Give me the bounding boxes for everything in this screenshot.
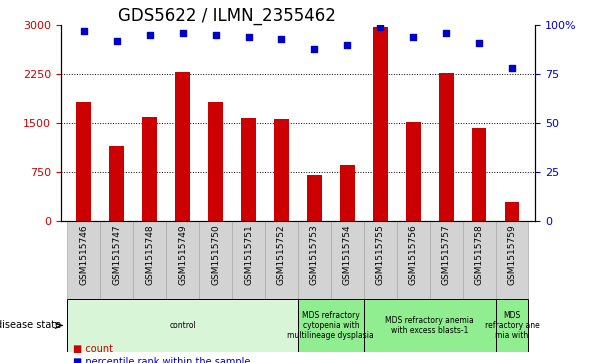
Point [309, 46, 319, 52]
Bar [496, 221, 528, 299]
Point [79, 28, 89, 34]
Text: GSM1515758: GSM1515758 [475, 225, 483, 285]
Point [178, 30, 187, 36]
Bar [199, 221, 232, 299]
Bar [364, 299, 496, 352]
Bar [100, 221, 133, 299]
Bar [67, 299, 298, 352]
Bar [496, 299, 528, 352]
Bar [406, 122, 421, 221]
Bar [307, 175, 322, 221]
Text: GSM1515759: GSM1515759 [508, 225, 516, 285]
Bar [67, 221, 100, 299]
Bar [175, 72, 190, 221]
Bar [142, 117, 157, 221]
Text: GSM1515755: GSM1515755 [376, 225, 385, 285]
Text: GSM1515751: GSM1515751 [244, 225, 253, 285]
Point [342, 42, 352, 48]
Text: disease state: disease state [0, 321, 61, 330]
Text: GSM1515749: GSM1515749 [178, 225, 187, 285]
Text: MDS refractory anemia
with excess blasts-1: MDS refractory anemia with excess blasts… [385, 316, 474, 335]
Bar [463, 221, 496, 299]
Bar [364, 221, 396, 299]
Text: GSM1515750: GSM1515750 [211, 225, 220, 285]
Text: GSM1515748: GSM1515748 [145, 225, 154, 285]
Bar [439, 73, 454, 221]
Text: ■ count: ■ count [73, 344, 113, 354]
Point [277, 36, 286, 42]
Point [375, 24, 385, 30]
Text: MDS refractory
cytopenia with
multilineage dysplasia: MDS refractory cytopenia with multilinea… [288, 311, 375, 340]
Point [441, 30, 451, 36]
Bar [373, 27, 388, 221]
Text: GSM1515752: GSM1515752 [277, 225, 286, 285]
Bar [133, 221, 166, 299]
Bar [166, 221, 199, 299]
Bar [109, 146, 124, 221]
Text: MDS
refractory ane
mia with: MDS refractory ane mia with [485, 311, 539, 340]
Text: GSM1515753: GSM1515753 [310, 225, 319, 285]
Point [112, 38, 122, 44]
Bar [241, 118, 256, 221]
Point [507, 65, 517, 71]
Bar [505, 202, 519, 221]
Text: ■ percentile rank within the sample: ■ percentile rank within the sample [73, 356, 250, 363]
Bar [298, 299, 364, 352]
Text: control: control [169, 321, 196, 330]
Bar [340, 166, 354, 221]
Point [145, 32, 154, 38]
Text: GSM1515756: GSM1515756 [409, 225, 418, 285]
Point [409, 34, 418, 40]
Point [474, 40, 484, 46]
Bar [298, 221, 331, 299]
Bar [396, 221, 430, 299]
Point [211, 32, 221, 38]
Text: GSM1515746: GSM1515746 [80, 225, 88, 285]
Bar [274, 119, 289, 221]
Point [244, 34, 254, 40]
Text: GSM1515754: GSM1515754 [343, 225, 352, 285]
Text: GSM1515747: GSM1515747 [112, 225, 121, 285]
Bar [77, 102, 91, 221]
Text: GDS5622 / ILMN_2355462: GDS5622 / ILMN_2355462 [118, 7, 336, 25]
Bar [208, 102, 223, 221]
Bar [472, 128, 486, 221]
Text: GSM1515757: GSM1515757 [441, 225, 451, 285]
Bar [265, 221, 298, 299]
Bar [430, 221, 463, 299]
Bar [331, 221, 364, 299]
Bar [232, 221, 265, 299]
